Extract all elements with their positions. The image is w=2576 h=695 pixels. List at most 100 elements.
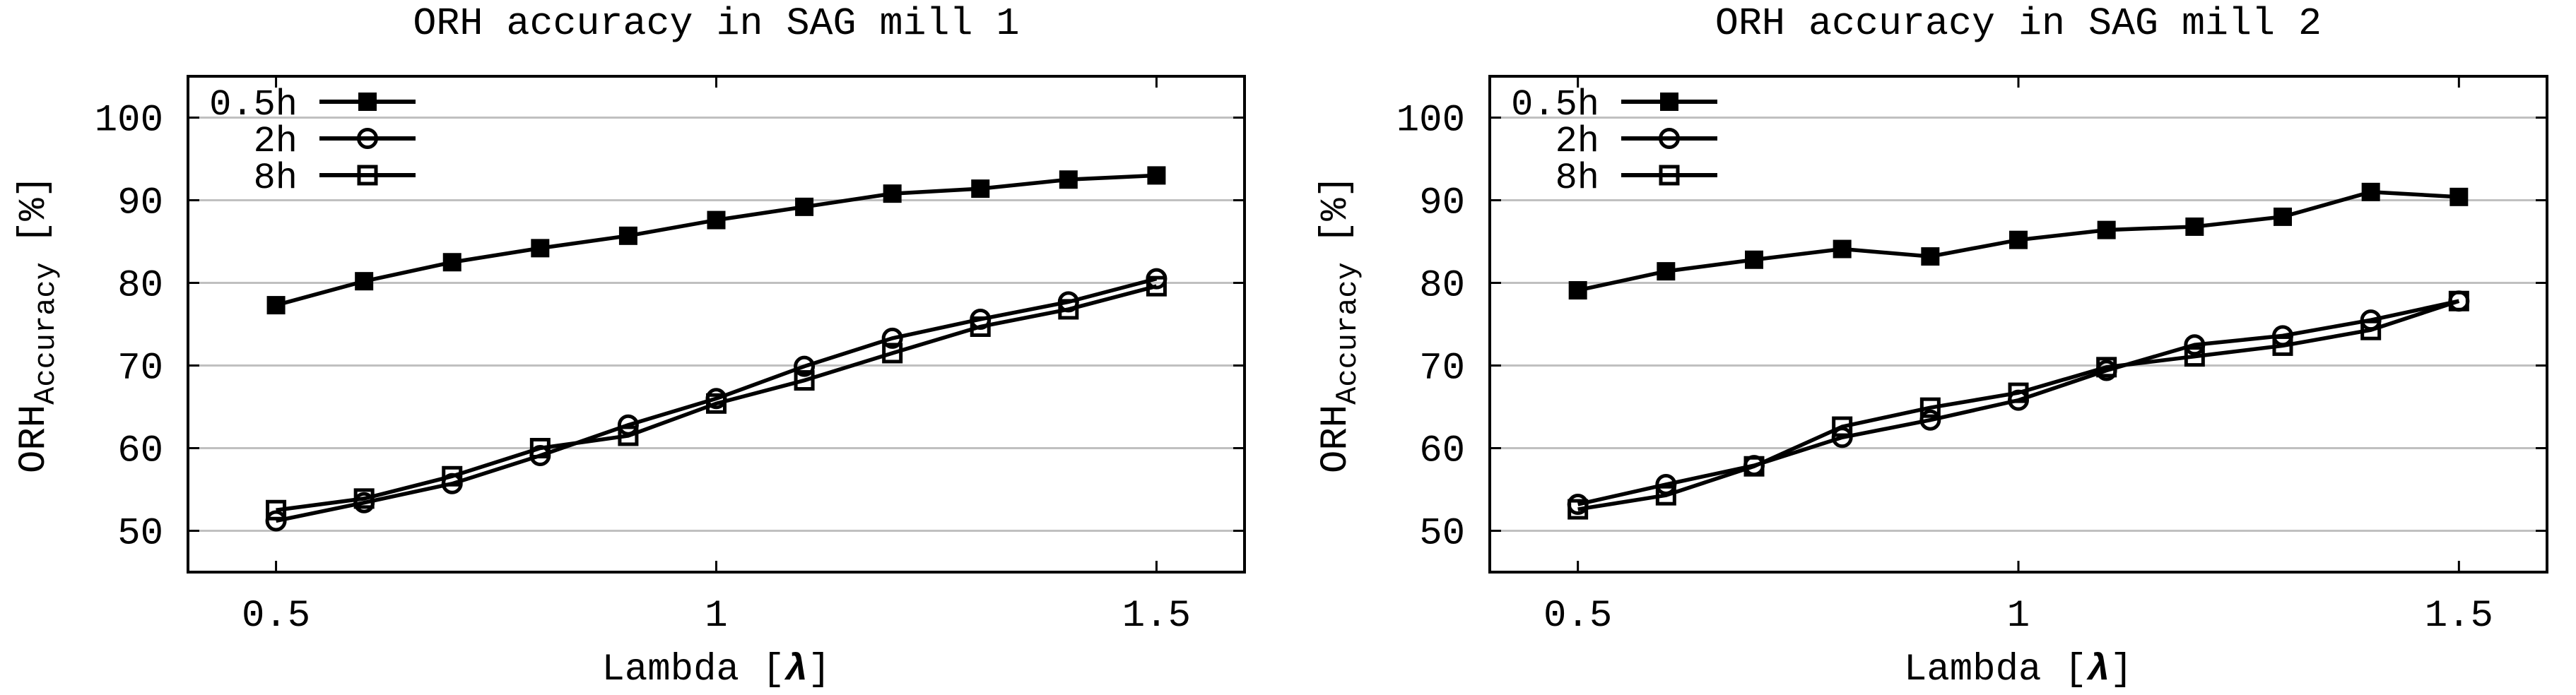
filled-square-marker <box>1833 239 1852 259</box>
filled-square-marker <box>2274 207 2292 226</box>
open-square-marker <box>353 488 375 509</box>
open-square-marker <box>2096 357 2117 378</box>
legend-label: 8h <box>254 158 298 199</box>
filled-square-marker <box>1660 93 1678 111</box>
open-square-marker <box>1655 485 1676 506</box>
filled-square-marker <box>2361 182 2380 201</box>
open-square-marker <box>2448 290 2469 311</box>
series-0.5h <box>266 166 1166 315</box>
open-square-marker <box>882 343 903 364</box>
x-tick-label: 0.5 <box>1543 595 1612 638</box>
chart-sag-mill-2: 50 60 70 80 90 100 0.5 1 1.5 ORH accuracy in SAG … <box>1315 1 2548 691</box>
open-square-marker <box>1568 499 1589 520</box>
filled-square-marker <box>2097 220 2116 239</box>
legend-label: 8h <box>1555 158 1599 199</box>
chart-title: ORH accuracy in SAG mill 2 <box>1715 1 2322 46</box>
legend-label: 0.5h <box>1511 84 1599 126</box>
filled-square-marker <box>707 210 726 230</box>
filled-square-marker <box>531 239 550 258</box>
y-tick-label: 70 <box>1419 348 1465 391</box>
series-line <box>276 284 1158 512</box>
filled-square-marker <box>442 253 461 272</box>
series-line <box>275 173 1157 307</box>
y-tick-label: 100 <box>95 100 163 143</box>
open-square-marker <box>2360 319 2382 340</box>
plot-frame <box>187 75 1246 574</box>
series-0.5h <box>1568 182 2469 300</box>
series-line <box>276 276 1158 523</box>
open-square-marker <box>1146 275 1167 297</box>
filled-square-marker <box>358 93 377 111</box>
open-square-marker <box>1058 299 1079 320</box>
open-square-marker <box>2272 335 2293 356</box>
open-circle-marker <box>265 510 287 532</box>
filled-square-marker <box>618 226 637 245</box>
filled-square-marker <box>266 296 286 315</box>
open-circle-marker <box>357 128 378 149</box>
filled-square-marker <box>1147 166 1166 185</box>
open-square-marker <box>442 465 463 487</box>
filled-square-marker <box>1921 247 1940 266</box>
chart-title: ORH accuracy in SAG mill 1 <box>413 1 1019 46</box>
y-tick-label: 60 <box>117 430 163 473</box>
y-axis-label: ORHAccuracy[%] <box>13 175 63 473</box>
y-tick-label: 80 <box>1419 265 1465 308</box>
y-axis-label: ORHAccuracy[%] <box>1315 175 1365 473</box>
open-square-marker <box>794 370 815 391</box>
y-tick-label: 70 <box>117 348 163 391</box>
open-square-marker <box>1919 397 1941 418</box>
open-circle-marker <box>2184 334 2206 356</box>
chart-sag-mill-1: 50 60 70 80 90 100 0.5 1 1.5 ORH accuracy in SAG … <box>13 1 1246 691</box>
series-8h <box>266 275 1167 521</box>
open-square-marker <box>618 425 639 446</box>
open-square-marker <box>970 316 991 338</box>
x-tick-label: 1 <box>705 595 727 638</box>
filled-square-marker <box>1568 281 1587 300</box>
filled-square-marker <box>1059 170 1078 189</box>
tick-marks <box>1490 76 2547 572</box>
x-axis-label: Lambda [λ] <box>1904 648 2133 691</box>
filled-square-marker <box>795 197 814 216</box>
open-square-marker <box>1743 456 1765 477</box>
open-circle-marker <box>1659 128 1680 149</box>
filled-square-marker <box>2449 187 2469 206</box>
open-square-marker <box>357 165 378 186</box>
y-tick-label: 100 <box>1396 100 1465 143</box>
gridlines <box>1490 117 2547 532</box>
open-circle-marker <box>881 327 903 349</box>
open-square-marker <box>706 393 727 414</box>
open-square-marker <box>2008 382 2029 403</box>
x-tick-label: 0.5 <box>242 595 310 638</box>
filled-square-marker <box>2185 217 2204 236</box>
filled-square-marker <box>355 272 374 291</box>
legend-label: 0.5h <box>209 84 298 126</box>
legend-label: 2h <box>1555 121 1599 162</box>
open-circle-marker <box>794 355 816 377</box>
open-square-marker <box>266 499 287 521</box>
y-tick-label: 90 <box>1419 182 1465 225</box>
filled-square-marker <box>883 184 902 203</box>
filled-square-marker <box>1745 250 1763 269</box>
filled-square-marker <box>971 179 990 198</box>
legend-label: 2h <box>254 121 298 162</box>
series-line <box>1577 299 2460 511</box>
open-circle-marker <box>1919 409 1941 431</box>
y-tick-label: 50 <box>117 513 163 556</box>
open-square-marker <box>1832 416 1853 437</box>
x-axis-label: Lambda [λ] <box>601 648 830 691</box>
x-tick-label: 1 <box>2007 595 2030 638</box>
open-square-marker <box>1659 165 1680 186</box>
open-square-marker <box>529 438 551 458</box>
tick-marks <box>188 76 1245 572</box>
y-tick-label: 60 <box>1419 430 1465 473</box>
open-square-marker <box>2184 346 2205 367</box>
filled-square-marker <box>2009 230 2028 249</box>
filled-square-marker <box>1657 262 1676 281</box>
y-tick-label: 90 <box>117 182 163 225</box>
x-tick-label: 1.5 <box>2425 595 2493 638</box>
y-tick-label: 50 <box>1419 513 1465 556</box>
